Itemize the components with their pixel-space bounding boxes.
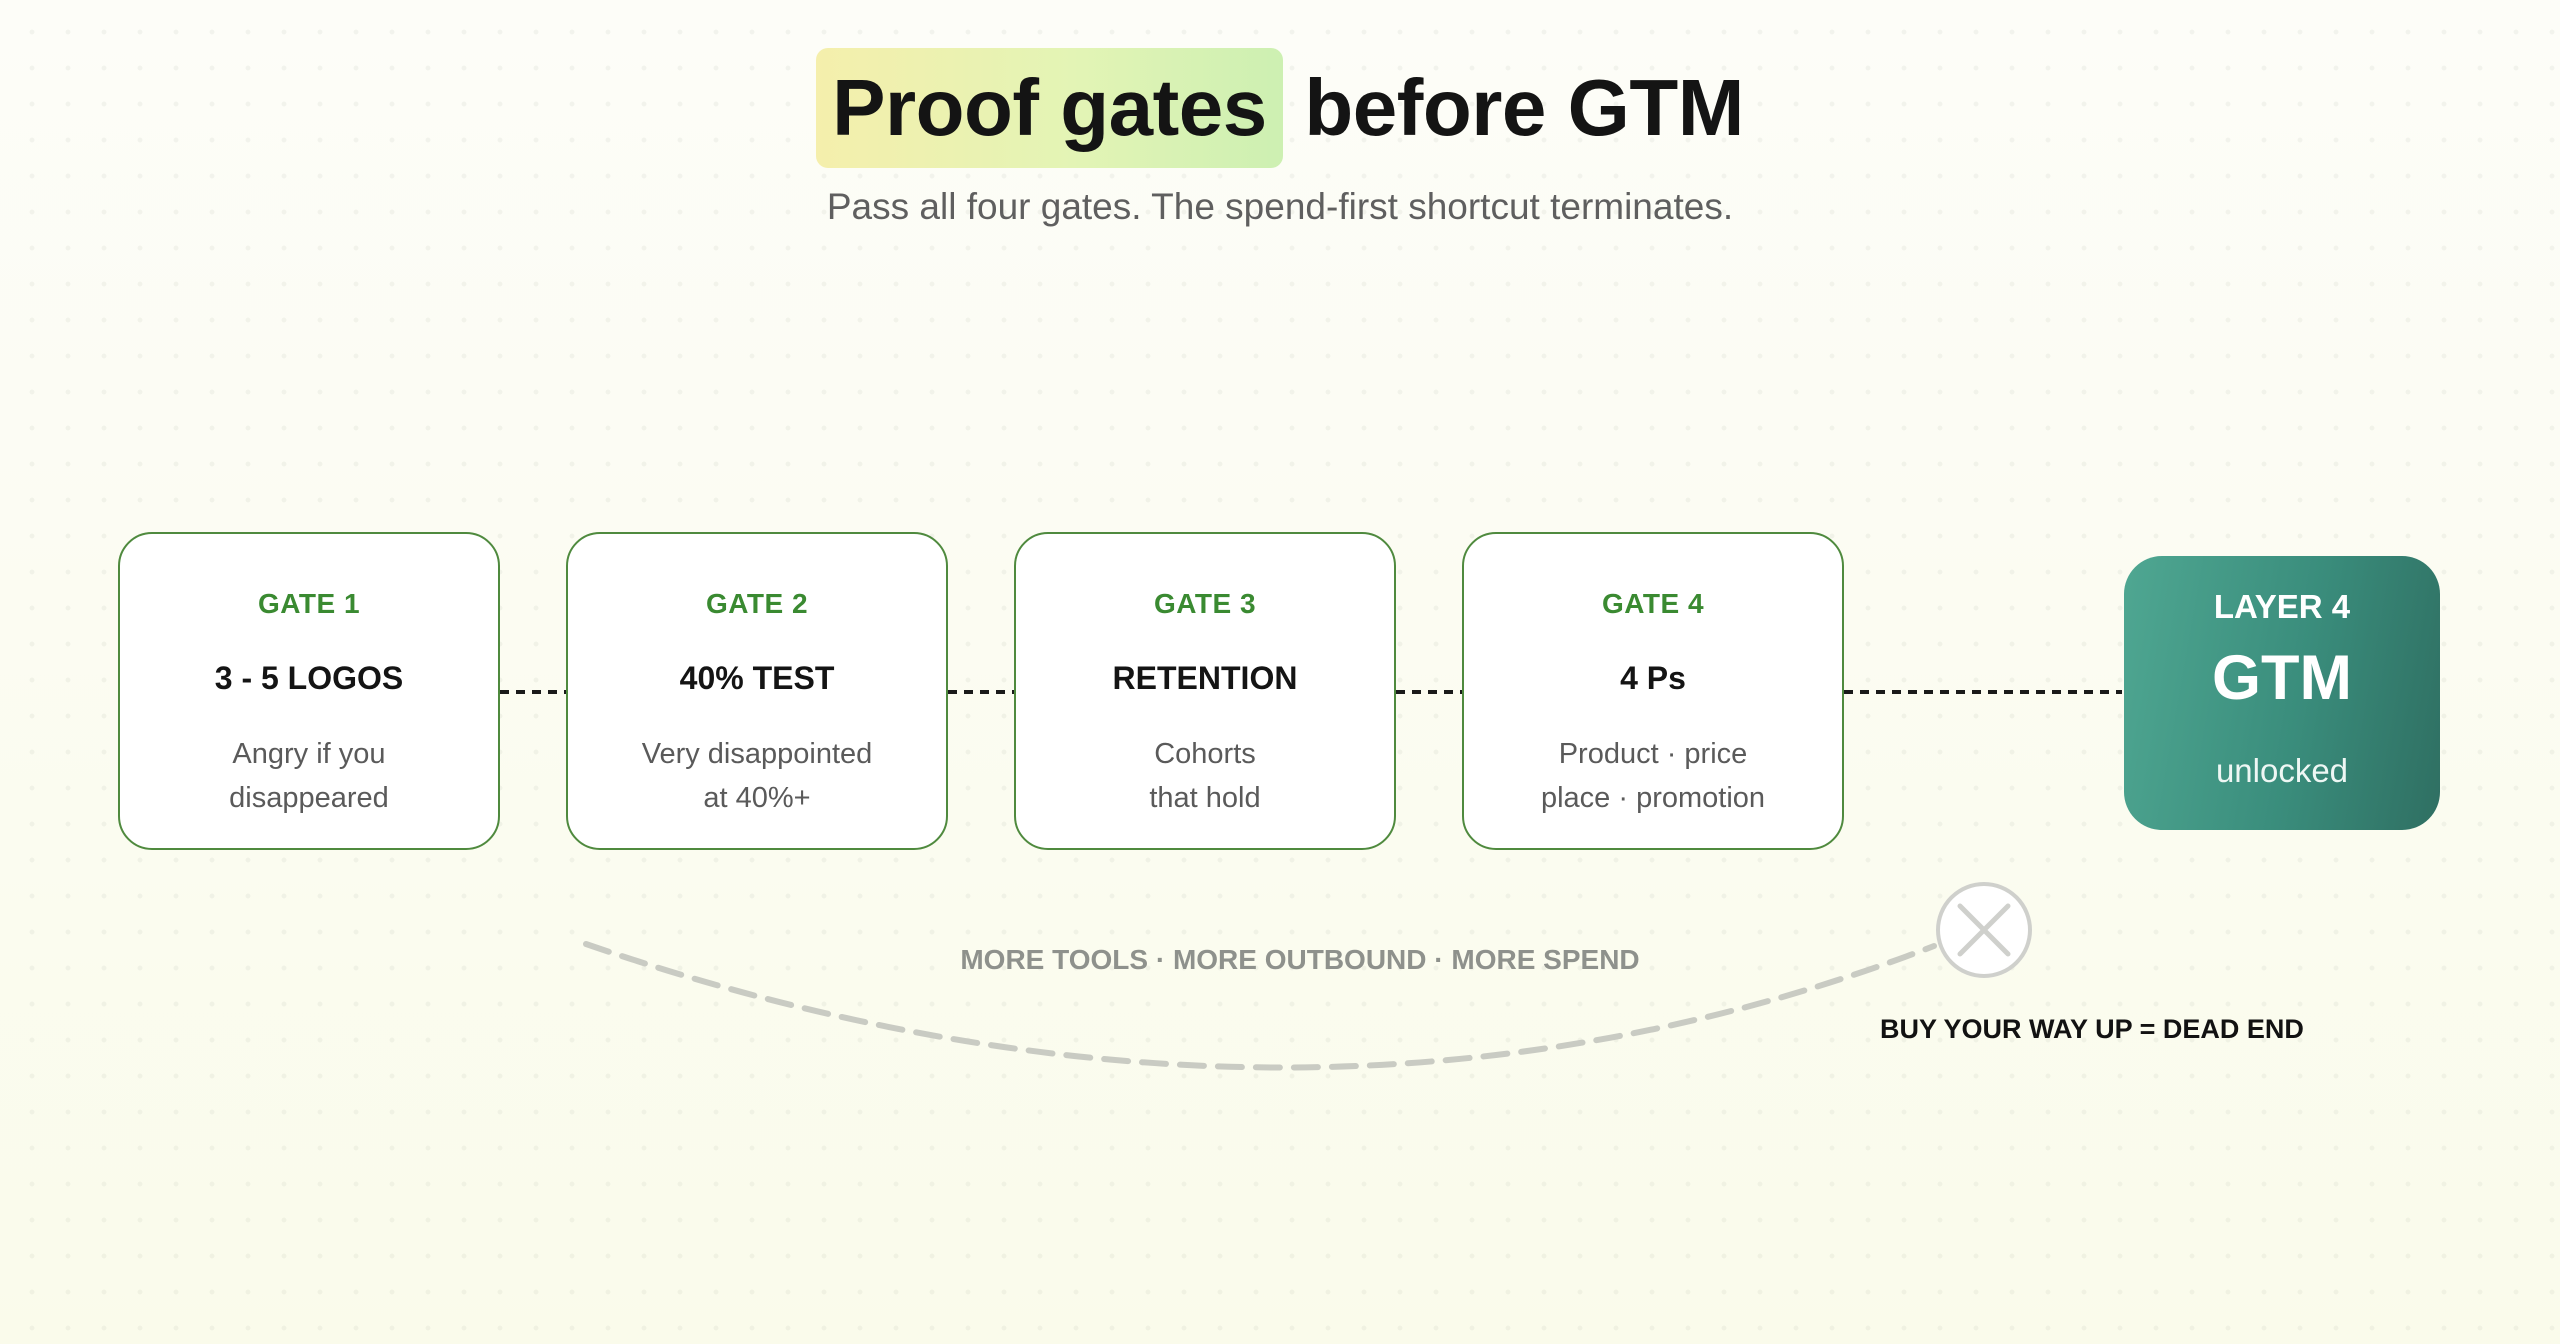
destination-name: GTM	[2212, 643, 2352, 713]
gate-description-line: Cohorts	[1154, 738, 1256, 770]
gate-description-line: Very disappointed	[641, 738, 873, 770]
gtm-destination-card: LAYER 4 GTM unlocked	[2124, 556, 2440, 830]
page-title: Proof gates before GTM	[0, 48, 2560, 168]
gate-tag: GATE 4	[1601, 588, 1705, 619]
shortcut-label: MORE TOOLS · MORE OUTBOUND · MORE SPEND	[960, 944, 1640, 975]
title-highlight: Proof gates	[816, 48, 1283, 168]
x-circle-icon	[1936, 882, 2032, 978]
gate-card-2: GATE 2 40% TEST Very disappointed at 40%…	[566, 532, 948, 850]
gate-description-line: Angry if you	[232, 738, 386, 770]
gate-name: 3 - 5 LOGOS	[214, 660, 404, 696]
gate-name: 4 Ps	[1620, 660, 1686, 696]
gate-description-line: place · promotion	[1540, 782, 1766, 814]
gate-description-line: that hold	[1149, 782, 1261, 814]
gate-description: Cohorts that hold	[1016, 732, 1394, 820]
gate-description: Very disappointed at 40%+	[568, 732, 946, 820]
gate-description: Angry if you disappeared	[120, 732, 498, 820]
gate-description-line: at 40%+	[703, 782, 811, 814]
gate-description: Product · price place · promotion	[1464, 732, 1842, 820]
gate-card-1: GATE 1 3 - 5 LOGOS Angry if you disappea…	[118, 532, 500, 850]
gate-description-line: disappeared	[229, 782, 389, 814]
dead-end-label: BUY YOUR WAY UP = DEAD END	[1880, 1014, 2304, 1044]
gate-name: RETENTION	[1112, 660, 1298, 696]
gate-tag: GATE 2	[705, 588, 809, 619]
gate-card-4: GATE 4 4 Ps Product · price place · prom…	[1462, 532, 1844, 850]
gate-name: 40% TEST	[679, 660, 835, 696]
shortcut-path	[583, 941, 1937, 1071]
page-subtitle: Pass all four gates. The spend-first sho…	[826, 186, 1734, 227]
gate-description-line: Product · price	[1558, 738, 1748, 770]
title-rest: before GTM	[1304, 63, 1744, 152]
gate-tag: GATE 3	[1153, 588, 1257, 619]
destination-state: unlocked	[2215, 752, 2349, 789]
gate-tag: GATE 1	[257, 588, 361, 619]
layer-label: LAYER 4	[2213, 588, 2351, 625]
gate-card-3: GATE 3 RETENTION Cohorts that hold	[1014, 532, 1396, 850]
